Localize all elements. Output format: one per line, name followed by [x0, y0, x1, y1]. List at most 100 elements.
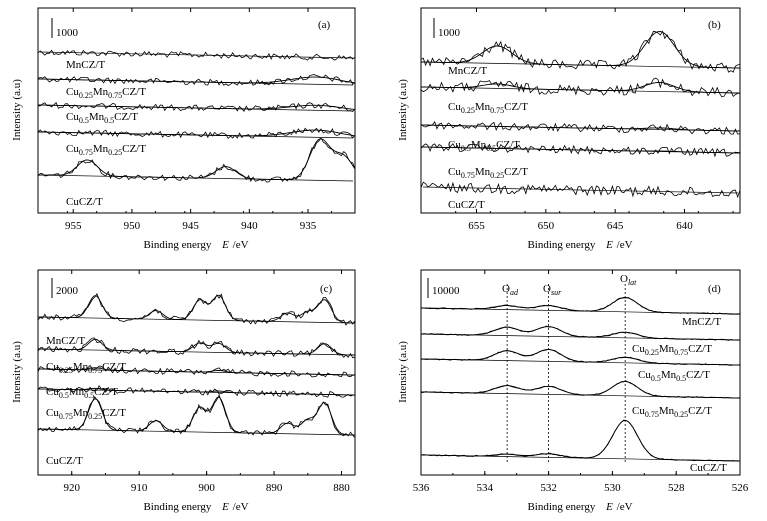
panel-d-tick-label-3: 530: [604, 482, 621, 494]
panel-d-peak-label-lat: Olat: [620, 273, 637, 287]
sample-label-subscript: 0.5: [651, 374, 661, 383]
panel-b-xlabel-text: Binding energy: [527, 239, 595, 251]
panel-d-baseline-4: [422, 454, 739, 462]
sample-label-subscript: 0.75: [674, 348, 688, 357]
panel-a-sample-label-1: Cu0.25Mn0.75CZ/T: [66, 86, 146, 100]
panel-c-xlabel: Binding energy E /eV: [143, 501, 248, 513]
panel-d-xlabel: Binding energy E /eV: [527, 501, 632, 513]
panel-b-tick-label-2: 645: [607, 220, 624, 232]
sample-label-part: Cu: [632, 343, 645, 355]
panel-c-ylabel: Intensity (a.u): [11, 341, 23, 403]
panel-a-xlabel: Binding energy E /eV: [143, 239, 248, 251]
sample-label-part: CZ/T: [122, 143, 146, 155]
panel-b-baseline-3: [422, 146, 739, 154]
sample-label-part: Cu: [46, 386, 59, 398]
sample-label-subscript: 0.75: [108, 91, 122, 100]
sample-label-part: CZ/T: [686, 369, 710, 381]
panel-a-tag: (a): [318, 19, 331, 31]
panel-d-baseline-1: [422, 333, 739, 341]
sample-label-part: MnCZ/T: [682, 316, 721, 328]
sample-label-part: CZ/T: [114, 111, 138, 123]
panel-c-tick-label-4: 880: [333, 482, 350, 494]
panel-d-tick-label-4: 528: [668, 482, 685, 494]
sample-label-part: CZ/T: [688, 343, 712, 355]
panel-b-sample-label-4: CuCZ/T: [448, 199, 485, 211]
panel-a-sample-label-2: Cu0.5Mn0.5CZ/T: [66, 111, 138, 125]
panel-d-xlabel-text: Binding energy: [527, 501, 595, 513]
sample-label-part: Mn: [93, 143, 109, 155]
panel-d-tick-label-0: 536: [413, 482, 430, 494]
sample-label-part: CZ/T: [122, 86, 146, 98]
panel-d-ylabel: Intensity (a.u): [397, 341, 409, 403]
panel-d-peak-label-sur: Osur: [543, 283, 562, 297]
panel-a-frame: [37, 7, 356, 214]
panel-d-trace-4: [420, 419, 741, 462]
panel-a-baseline-0: [39, 51, 354, 59]
panel-c-baseline-4: [39, 428, 354, 436]
panel-a-sample-label-3: Cu0.75Mn0.25CZ/T: [66, 143, 146, 157]
sample-label-part: Cu: [448, 139, 461, 151]
panel-c-scale-text: 2000: [56, 285, 79, 297]
sample-label-subscript: 0.5: [104, 116, 114, 125]
sample-label-part: Cu: [66, 111, 79, 123]
panel-b-xlabel: Binding energy E /eV: [527, 239, 632, 251]
sample-label-part: Mn: [69, 386, 85, 398]
sample-label-part: CuCZ/T: [66, 196, 103, 208]
panel-a-ylabel: Intensity (a.u): [11, 79, 23, 141]
sample-label-subscript: 0.5: [79, 116, 89, 125]
panel-c-tick-label-0: 920: [63, 482, 80, 494]
panel-b-trace-2: [420, 121, 741, 135]
panel-b-sample-label-3: Cu0.75Mn0.25CZ/T: [448, 166, 528, 180]
panel-a-tick-label-4: 935: [300, 220, 317, 232]
panel-b-baseline-2: [422, 124, 739, 132]
panel-d-o-ad-sub: ad: [510, 288, 519, 297]
sample-label-subscript: 0.75: [490, 106, 504, 115]
panel-c-baseline-2: [39, 368, 354, 376]
sample-label-subscript: 0.75: [79, 148, 93, 157]
panel-a-sample-label-4: CuCZ/T: [66, 196, 103, 208]
sample-label-part: Mn: [93, 86, 109, 98]
panel-d-peak-label-ad: Oad: [502, 283, 519, 297]
panel-a-scale-text: 1000: [56, 27, 79, 39]
panel-c-xlabel-var: E: [221, 501, 229, 513]
panel-b-tick-label-3: 640: [676, 220, 693, 232]
panel-d-trace-0: [420, 296, 741, 315]
dynamic-layer: 955 950 945 940 935MnCZ/TCu0.25Mn0.75CZ/TCu0…: [37, 8, 749, 494]
panel-a-xlabel-unit: /eV: [233, 239, 249, 251]
panel-b-baseline-1: [422, 86, 739, 94]
panel-a-sample-label-0: MnCZ/T: [66, 59, 105, 71]
panel-d-xlabel-var: E: [605, 501, 613, 513]
panel-c-sample-label-4: CuCZ/T: [46, 455, 83, 467]
panel-c-sample-label-1: Cu0.25Mn0.75CZ/T: [46, 361, 126, 375]
sample-label-part: CZ/T: [504, 101, 528, 113]
panel-d-fit-4: [421, 420, 740, 462]
panel-b-tick-label-0: 655: [468, 220, 485, 232]
sample-label-subscript: 0.75: [461, 171, 475, 180]
panel-d-fit-1: [421, 326, 740, 341]
panel-a-tick-label-2: 945: [182, 220, 199, 232]
sample-label-part: CuCZ/T: [46, 455, 83, 467]
sample-label-part: Cu: [632, 405, 645, 417]
sample-label-part: Mn: [475, 101, 491, 113]
panel-c-sample-label-2: Cu0.5Mn0.5CZ/T: [46, 386, 118, 400]
panel-c-trace-1: [37, 337, 356, 359]
panel-c-sample-label-3: Cu0.75Mn0.25CZ/T: [46, 407, 126, 421]
sample-label-subscript: 0.75: [88, 366, 102, 375]
sample-label-subscript: 0.25: [108, 148, 122, 157]
sample-label-part: Mn: [661, 369, 677, 381]
panel-b-baseline-0: [422, 61, 739, 69]
panel-b-sample-label-1: Cu0.25Mn0.75CZ/T: [448, 101, 528, 115]
panel-d-baseline-0: [422, 307, 739, 315]
panel-c-xlabel-text: Binding energy: [143, 501, 211, 513]
sample-label-subscript: 0.25: [79, 91, 93, 100]
panel-c-baseline-1: [39, 348, 354, 356]
panel-d-baseline-3: [422, 391, 739, 399]
panel-d-tick-label-5: 526: [732, 482, 749, 494]
panel-d-o-sur-sub: sur: [551, 288, 562, 297]
sample-label-subscript: 0.25: [88, 412, 102, 421]
panel-b-tag: (b): [708, 19, 721, 31]
panel-c-frame: [37, 269, 356, 476]
panel-a-baseline-3: [39, 131, 354, 139]
panel-b-tick-label-1: 650: [538, 220, 555, 232]
